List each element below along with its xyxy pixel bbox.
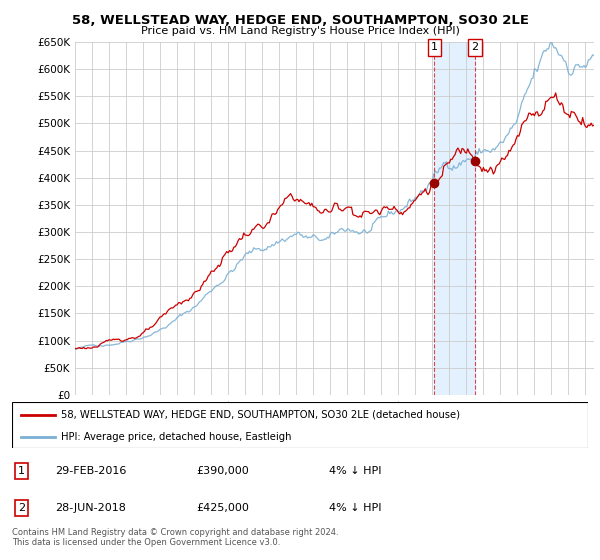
Text: 4% ↓ HPI: 4% ↓ HPI	[329, 466, 382, 476]
Text: Price paid vs. HM Land Registry's House Price Index (HPI): Price paid vs. HM Land Registry's House …	[140, 26, 460, 36]
Text: 28-JUN-2018: 28-JUN-2018	[55, 503, 126, 513]
Text: £425,000: £425,000	[196, 503, 249, 513]
Text: HPI: Average price, detached house, Eastleigh: HPI: Average price, detached house, East…	[61, 432, 292, 441]
Text: 1: 1	[431, 43, 438, 53]
Text: 58, WELLSTEAD WAY, HEDGE END, SOUTHAMPTON, SO30 2LE (detached house): 58, WELLSTEAD WAY, HEDGE END, SOUTHAMPTO…	[61, 410, 460, 420]
Bar	[434, 42, 475, 395]
Text: This data is licensed under the Open Government Licence v3.0.: This data is licensed under the Open Gov…	[12, 538, 280, 547]
Text: 29-FEB-2016: 29-FEB-2016	[55, 466, 127, 476]
Text: 58, WELLSTEAD WAY, HEDGE END, SOUTHAMPTON, SO30 2LE: 58, WELLSTEAD WAY, HEDGE END, SOUTHAMPTO…	[71, 14, 529, 27]
FancyBboxPatch shape	[12, 402, 588, 448]
Text: £390,000: £390,000	[196, 466, 249, 476]
Text: 1: 1	[18, 466, 25, 476]
Text: 4% ↓ HPI: 4% ↓ HPI	[329, 503, 382, 513]
Text: Contains HM Land Registry data © Crown copyright and database right 2024.: Contains HM Land Registry data © Crown c…	[12, 528, 338, 536]
Text: 2: 2	[18, 503, 25, 513]
Text: 2: 2	[472, 43, 478, 53]
